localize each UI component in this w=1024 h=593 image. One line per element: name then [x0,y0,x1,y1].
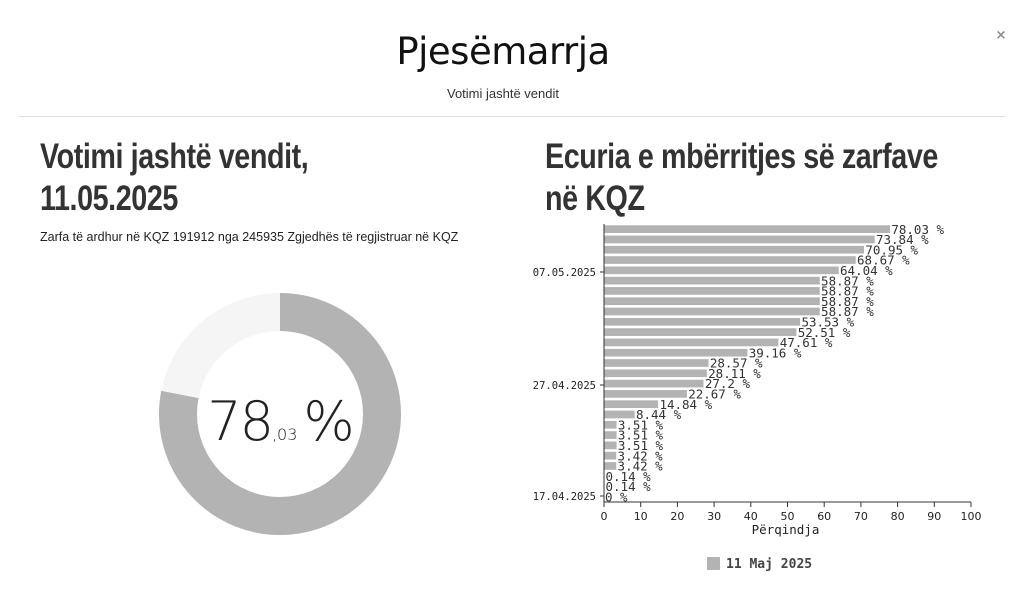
bar-label: 0.14 % [606,469,652,484]
modal-title: Pjesëmarrja [396,30,610,73]
bar-label: 78.03 % [891,222,944,237]
bar [603,245,865,255]
turnout-description: Zarfa të ardhur në KQZ 191912 nga 245935… [40,230,459,244]
donut-svg [159,293,401,535]
bar-label: 3.51 % [618,438,664,453]
bar-label: 3.42 % [618,448,664,463]
bar-label: 0.14 % [606,479,652,494]
y-tick-label: 27.04.2025 [533,380,596,392]
header-divider [18,116,1006,117]
bar-label: 58.87 % [821,304,874,319]
bar [603,296,821,306]
x-tick-label: 20 [670,510,684,523]
bar [603,430,618,440]
x-tick-label: 50 [781,510,795,523]
bar-label: 58.87 % [821,284,874,299]
bar-label: 73.84 % [876,232,929,247]
y-tick-label: 07.05.2025 [533,267,596,279]
bar [603,286,821,296]
bar-label: 64.04 % [840,263,893,278]
donut-value-unit: % [303,390,354,453]
x-tick-label: 30 [707,510,721,523]
donut-value-int: 78 [207,390,274,453]
legend-label: 11 Maj 2025 [726,557,812,572]
left-heading: Votimi jashtë vendit, 11.05.2025 [40,137,309,218]
donut-arc [159,293,401,535]
x-axis-title: Përqindja [752,522,820,537]
bar-label: 58.87 % [821,273,874,288]
bar-label: 22.67 % [688,387,741,402]
bar [603,327,798,337]
modal-subtitle: Votimi jashtë vendit [446,86,559,101]
bar [603,255,857,265]
bar-label: 58.87 % [821,294,874,309]
bar-label: 70.95 % [865,242,918,257]
bar-label: 27.2 % [705,376,751,391]
bar [603,440,618,450]
bar-label: 52.51 % [798,325,851,340]
bar-label: 3.51 % [618,428,664,443]
x-tick-label: 80 [891,510,905,523]
bar [603,420,618,430]
bar-label: 0 % [605,490,628,505]
x-tick-label: 100 [961,510,982,523]
x-tick-label: 90 [927,510,941,523]
legend-swatch [707,557,720,570]
bar [603,317,801,327]
right-heading: Ecuria e mbërritjes së zarfave në KQZ [545,137,938,218]
y-tick-label: 17.04.2025 [533,491,596,503]
bar-label: 39.16 % [749,345,802,360]
bar [603,234,876,244]
bar-label: 28.57 % [710,356,763,371]
bar-label: 8.44 % [636,407,682,422]
bar [603,265,840,275]
close-button[interactable]: × [995,28,1007,43]
bar-label: 14.84 % [659,397,712,412]
bar [603,224,891,234]
bar-label: 53.53 % [801,314,854,329]
bar-label: 28.11 % [708,366,761,381]
bar [603,358,710,368]
bar-label: 68.67 % [857,253,910,268]
x-tick-label: 40 [744,510,758,523]
bar [603,307,821,316]
bar-label: 3.42 % [618,459,664,474]
donut-value-dec: ,03 [271,425,298,444]
bar [603,368,708,378]
bar-label: 47.61 % [780,335,833,350]
bar [603,276,821,286]
bar [603,451,617,461]
donut-value: 78,03% [140,390,420,453]
x-tick-label: 10 [634,510,648,523]
x-tick-label: 0 [601,510,608,523]
x-tick-label: 60 [817,510,831,523]
turnout-donut: 78,03% [140,272,420,552]
bar-label: 3.51 % [618,417,664,432]
x-tick-label: 70 [854,510,868,523]
